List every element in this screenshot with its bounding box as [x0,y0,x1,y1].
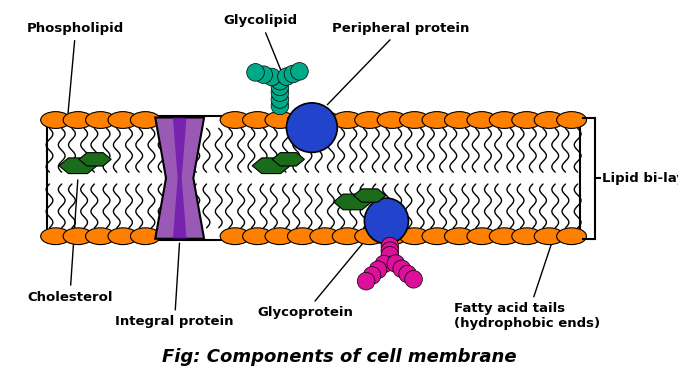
Ellipse shape [220,112,250,128]
Circle shape [255,66,273,83]
Ellipse shape [41,112,71,128]
Circle shape [291,62,308,80]
Circle shape [399,265,416,283]
Ellipse shape [512,112,542,128]
Circle shape [271,72,289,90]
Ellipse shape [130,228,160,245]
Circle shape [381,242,399,259]
Circle shape [381,247,399,264]
Ellipse shape [557,112,586,128]
Ellipse shape [85,112,115,128]
Text: Glycolipid: Glycolipid [224,14,298,74]
Circle shape [363,267,381,284]
Text: Fig: Components of cell membrane: Fig: Components of cell membrane [161,348,517,366]
Ellipse shape [287,228,317,245]
Circle shape [247,64,264,81]
Ellipse shape [41,228,71,245]
Ellipse shape [355,228,384,245]
Ellipse shape [445,112,475,128]
Ellipse shape [108,228,138,245]
Ellipse shape [85,228,115,245]
Text: Peripheral protein: Peripheral protein [327,22,470,105]
Ellipse shape [467,112,497,128]
Circle shape [405,271,422,288]
Circle shape [277,68,295,85]
PathPatch shape [272,153,304,166]
Circle shape [381,237,399,255]
PathPatch shape [252,158,290,174]
Ellipse shape [399,112,429,128]
Circle shape [369,261,386,279]
Ellipse shape [377,112,407,128]
Ellipse shape [377,228,407,245]
Ellipse shape [130,112,160,128]
Ellipse shape [467,228,497,245]
PathPatch shape [173,117,186,239]
Text: Fatty acid tails
(hydrophobic ends): Fatty acid tails (hydrophobic ends) [454,243,601,330]
Ellipse shape [557,228,586,245]
PathPatch shape [79,153,111,166]
Ellipse shape [220,228,250,245]
Ellipse shape [490,228,519,245]
Text: Lipid bi-layer: Lipid bi-layer [602,171,678,185]
Ellipse shape [108,112,138,128]
Ellipse shape [310,112,340,128]
Circle shape [271,97,289,115]
Circle shape [271,91,289,108]
Circle shape [271,78,289,96]
PathPatch shape [155,117,204,239]
Circle shape [357,272,375,290]
Circle shape [263,68,281,86]
Text: Glycoprotein: Glycoprotein [258,242,364,319]
Ellipse shape [265,112,295,128]
Ellipse shape [332,228,362,245]
Ellipse shape [287,112,317,128]
Ellipse shape [265,228,295,245]
Circle shape [284,65,302,83]
Ellipse shape [286,103,338,152]
Ellipse shape [534,228,564,245]
PathPatch shape [353,189,386,202]
Ellipse shape [512,228,542,245]
PathPatch shape [59,158,97,174]
Ellipse shape [63,112,93,128]
Ellipse shape [399,228,429,245]
Circle shape [271,84,289,101]
Text: Phospholipid: Phospholipid [27,22,124,113]
Text: Integral protein: Integral protein [115,243,234,328]
Ellipse shape [63,228,93,245]
Ellipse shape [490,112,519,128]
PathPatch shape [334,194,372,210]
Circle shape [393,260,411,278]
Ellipse shape [365,198,408,244]
Ellipse shape [422,228,452,245]
Ellipse shape [445,228,475,245]
Ellipse shape [422,112,452,128]
Ellipse shape [310,228,340,245]
Ellipse shape [243,228,273,245]
Circle shape [375,255,393,273]
Circle shape [387,255,405,272]
Ellipse shape [332,112,362,128]
Text: Cholesterol: Cholesterol [27,180,113,304]
Bar [47,116,580,240]
Ellipse shape [534,112,564,128]
Ellipse shape [355,112,384,128]
Ellipse shape [243,112,273,128]
